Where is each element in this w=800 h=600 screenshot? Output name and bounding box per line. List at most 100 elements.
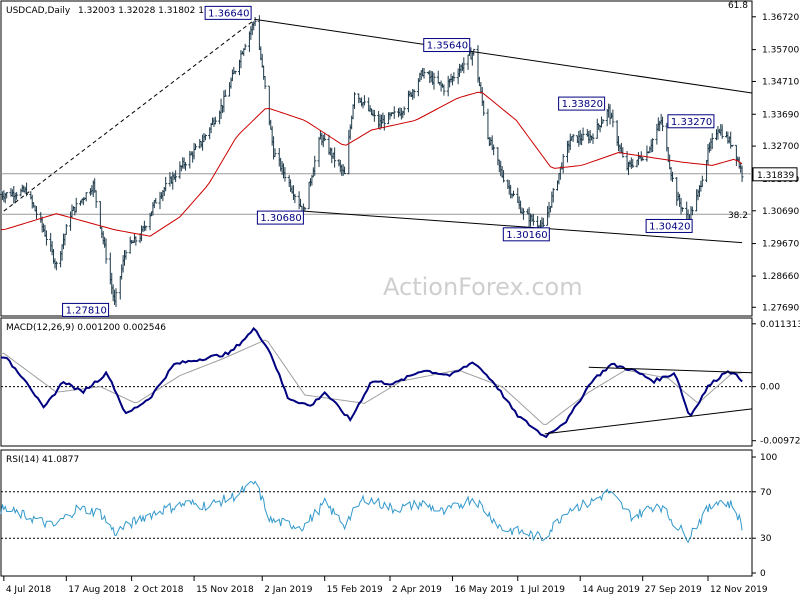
price-bar <box>422 68 426 79</box>
price-bar <box>293 193 297 204</box>
price-bar <box>74 197 78 213</box>
macd-signal-line <box>1 339 743 425</box>
price-bar <box>343 166 347 175</box>
price-bar <box>104 238 108 264</box>
rsi-y-tick-label: 0 <box>760 569 766 579</box>
price-bar <box>412 89 416 99</box>
price-bar <box>253 16 257 27</box>
price-bar <box>34 206 38 219</box>
price-bar <box>124 250 128 260</box>
price-point-label: 1.30160 <box>502 227 550 242</box>
price-bar <box>223 89 227 97</box>
price-bar <box>700 175 704 188</box>
macd-panel: MACD(12,26,9) 0.001200 0.002546 0.011313… <box>0 317 800 447</box>
rsi-y-tick-label: 30 <box>760 534 772 544</box>
price-bar <box>144 225 148 231</box>
price-y-tick-label: 1.28660 <box>762 272 799 282</box>
price-y-tick-label: 1.30690 <box>762 207 799 217</box>
price-point-label-box <box>667 114 715 129</box>
price-bar <box>313 155 317 176</box>
fib-projection-line <box>3 18 256 212</box>
price-point-label-text: 1.27810 <box>66 305 107 316</box>
price-bar <box>273 148 277 158</box>
x-tick-label: 12 Nov 2019 <box>710 585 768 595</box>
price-bar <box>54 261 58 271</box>
macd-header: MACD(12,26,9) 0.001200 0.002546 <box>6 323 166 333</box>
price-point-label-text: 1.35640 <box>427 41 468 52</box>
price-bar <box>134 236 138 246</box>
price-panel-frame <box>0 0 753 317</box>
price-bar <box>492 144 496 156</box>
price-point-label-text: 1.33820 <box>562 99 603 110</box>
price-bar <box>352 92 356 109</box>
price-point-label-box <box>256 210 304 225</box>
rsi-line <box>0 480 743 544</box>
x-tick-label: 14 Aug 2019 <box>582 585 640 595</box>
price-panel: USDCAD,Daily 1.32003 1.32028 1.31802 1.3… <box>0 0 799 317</box>
price-bar <box>670 171 674 182</box>
x-tick-label: 15 Feb 2019 <box>327 585 383 595</box>
rsi-header: RSI(14) 41.0877 <box>6 455 79 465</box>
x-axis-date-labels: 4 Jul 2018 17 Aug 2018 2 Oct 2018 15 Nov 20… <box>3 576 768 595</box>
x-tick-label: 16 May 2019 <box>454 585 513 595</box>
price-bar <box>452 72 456 82</box>
price-point-label-text: 1.30160 <box>506 230 547 241</box>
price-bar <box>362 95 366 106</box>
price-bar <box>641 157 645 161</box>
price-bar <box>521 208 525 220</box>
price-bar <box>541 217 545 227</box>
price-bar <box>114 288 118 307</box>
price-bar <box>15 192 19 200</box>
price-bar <box>502 170 506 183</box>
price-bar <box>283 167 287 182</box>
price-bar <box>333 147 337 168</box>
price-bar <box>690 206 694 216</box>
price-bar <box>303 206 307 211</box>
price-bar <box>651 138 655 153</box>
price-bar <box>184 162 188 171</box>
price-y-tick-label: 1.27690 <box>762 303 799 313</box>
price-point-label: 1.30680 <box>256 210 304 225</box>
x-tick-label: 4 Jul 2018 <box>6 585 51 595</box>
price-bar <box>94 190 98 208</box>
price-point-label-box <box>502 227 550 242</box>
macd-panel-frame <box>0 317 753 447</box>
price-bar <box>551 187 555 203</box>
price-bar <box>233 70 237 75</box>
price-bar <box>601 119 605 124</box>
price-bar <box>382 115 386 131</box>
price-bars <box>0 15 744 307</box>
moving-average-line <box>0 91 743 237</box>
price-point-label-text: 1.30420 <box>649 221 690 232</box>
price-bar <box>174 170 178 183</box>
price-y-tick-label: 1.32700 <box>762 142 799 152</box>
price-point-label-box <box>558 96 606 111</box>
price-point-label-text: 1.33270 <box>671 117 712 128</box>
macd-y-tick-label: 0.00 <box>760 383 780 393</box>
macd-y-tick-label: 0.011313 <box>760 320 800 330</box>
price-y-tick-label: 1.34710 <box>762 77 799 87</box>
price-trendline <box>255 18 753 94</box>
price-bar <box>323 132 327 142</box>
price-bar <box>631 159 635 168</box>
price-bar <box>740 165 744 182</box>
price-bar <box>203 134 207 141</box>
price-bar <box>730 144 734 147</box>
price-bar <box>5 192 9 199</box>
price-bar <box>64 224 68 236</box>
price-point-label: 1.36640 <box>204 5 252 20</box>
price-bar <box>44 230 48 246</box>
x-tick-label: 2 Apr 2019 <box>392 585 442 595</box>
price-trendline <box>303 210 743 244</box>
current-price-box <box>752 167 798 182</box>
rsi-y-tick-label: 70 <box>760 488 772 498</box>
macd-plot <box>0 326 753 439</box>
rsi-y-tick-label: 100 <box>760 453 777 463</box>
price-bar <box>680 207 684 212</box>
rsi-plot <box>0 480 752 544</box>
price-point-label-box <box>62 302 110 317</box>
price-bar <box>482 100 486 116</box>
macd-y-tick-label: -0.009729 <box>760 437 800 447</box>
macd-trendline <box>588 366 753 374</box>
